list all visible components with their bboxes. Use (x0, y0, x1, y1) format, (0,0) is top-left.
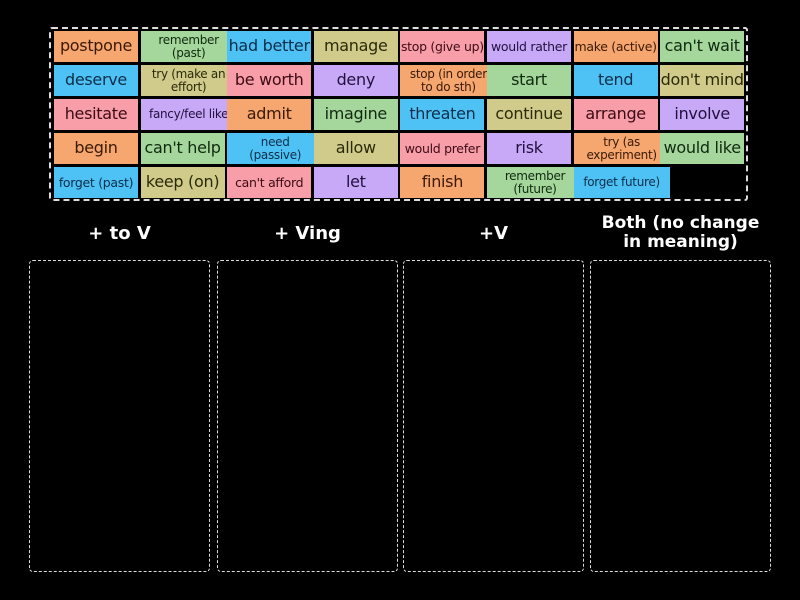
word-tile[interactable]: hesitate (54, 99, 138, 130)
word-tile[interactable]: forget future) (573, 167, 670, 198)
word-tile[interactable]: deny (313, 65, 398, 96)
drop-zone-to-v[interactable] (29, 260, 210, 572)
drop-zone-ving[interactable] (217, 260, 398, 572)
category-heading-bare-v: +V (478, 223, 508, 244)
word-tile[interactable]: arrange (573, 99, 658, 130)
word-tile[interactable]: risk (487, 133, 571, 164)
word-tile[interactable]: would prefer (400, 133, 485, 164)
word-tile[interactable]: be worth (227, 65, 312, 96)
drop-zone-bare-v[interactable] (403, 260, 584, 572)
word-tile[interactable]: start (487, 65, 571, 96)
word-tile[interactable]: make (active) (573, 31, 658, 62)
word-tile[interactable]: can't wait (660, 31, 745, 62)
word-tile[interactable]: postpone (54, 31, 138, 62)
word-tile[interactable]: finish (400, 167, 485, 198)
category-heading-ving: + Ving (274, 223, 341, 244)
word-tile[interactable]: don't mind (660, 65, 745, 96)
word-tile[interactable]: can't afford (227, 167, 312, 198)
word-tile[interactable]: admit (227, 99, 312, 130)
word-tile[interactable]: had better (227, 31, 312, 62)
word-tile[interactable]: stop (give up) (400, 31, 485, 62)
category-heading-both: Both (no change in meaning) (601, 213, 760, 252)
drop-zone-both[interactable] (590, 260, 771, 572)
word-tile[interactable]: need (passive) (227, 133, 324, 164)
word-tile[interactable]: forget (past) (54, 167, 138, 198)
word-tile[interactable]: remember (past) (140, 31, 237, 62)
word-tile[interactable]: continue (487, 99, 571, 130)
word-tile-tray (49, 27, 748, 201)
word-tile[interactable]: can't help (140, 133, 225, 164)
word-tile[interactable]: begin (54, 133, 138, 164)
word-tile[interactable]: deserve (54, 65, 138, 96)
word-tile[interactable]: imagine (313, 99, 398, 130)
word-tile[interactable]: keep (on) (140, 167, 225, 198)
word-tile[interactable]: remember (future) (487, 167, 583, 198)
word-tile[interactable]: manage (313, 31, 398, 62)
word-tile[interactable]: fancy/feel like (140, 99, 237, 130)
word-tile[interactable]: stop (in order to do sth) (400, 65, 497, 96)
word-tile[interactable]: try (as experiment) (573, 133, 670, 164)
word-tile[interactable]: would like (660, 133, 745, 164)
category-heading-to-v: + to V (88, 223, 151, 244)
word-tile[interactable]: try (make an effort) (140, 65, 237, 96)
word-tile[interactable]: involve (660, 99, 745, 130)
word-tile[interactable]: threaten (400, 99, 485, 130)
word-tile[interactable]: let (313, 167, 398, 198)
word-tile[interactable]: would rather (487, 31, 571, 62)
word-tile[interactable]: tend (573, 65, 658, 96)
word-tile[interactable]: allow (313, 133, 398, 164)
